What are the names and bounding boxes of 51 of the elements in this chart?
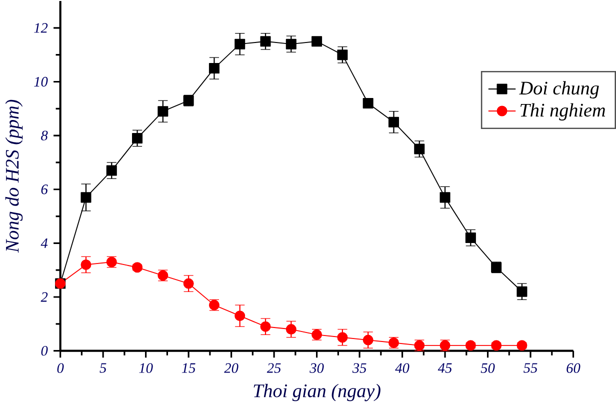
- x-axis-title: Thoi gian (ngay): [254, 384, 380, 402]
- x-tick-label: 10: [139, 363, 153, 374]
- point: [260, 322, 271, 332]
- point: [183, 278, 194, 290]
- point: [80, 192, 92, 203]
- point: [516, 286, 528, 298]
- y-tick-label: 2: [40, 292, 48, 302]
- point: [80, 260, 92, 270]
- x-tick-label: 25: [266, 363, 281, 374]
- point: [362, 98, 374, 109]
- x-tick-label: 50: [480, 363, 495, 374]
- point: [388, 117, 399, 128]
- point: [337, 332, 348, 343]
- y-tick-label: 4: [40, 238, 48, 248]
- y-tick-label: 12: [34, 23, 48, 33]
- point: [491, 340, 502, 351]
- point: [414, 144, 425, 154]
- x-tick-label: 60: [566, 363, 580, 374]
- x-tick-label: 30: [310, 363, 324, 374]
- point: [286, 39, 296, 50]
- y-axis-title: Nong do H2S (ppm): [5, 100, 23, 254]
- point: [132, 133, 143, 144]
- y-tick-label: 0: [41, 346, 48, 356]
- point: [286, 324, 296, 335]
- point: [362, 335, 374, 346]
- y-tick-label: 10: [34, 77, 48, 87]
- point: [260, 36, 271, 47]
- x-tick-label: 35: [352, 363, 366, 374]
- point: [465, 232, 476, 244]
- x-tick-label: 40: [395, 363, 410, 374]
- x-tick-label: 55: [524, 363, 538, 373]
- x-tick-label: 20: [224, 363, 238, 374]
- y-tick-label: 8: [41, 130, 48, 141]
- y-tick-label: 6: [41, 184, 48, 194]
- point: [106, 166, 117, 176]
- x-tick-label: 45: [438, 363, 452, 374]
- point: [234, 310, 246, 322]
- point: [516, 340, 528, 351]
- point: [234, 39, 246, 50]
- point: [465, 340, 476, 351]
- point: [208, 63, 220, 74]
- x-tick-label: 5: [100, 363, 106, 373]
- legend-label: Thi nghiem: [520, 103, 606, 121]
- legend-label: Doi chung: [519, 81, 599, 99]
- point: [158, 106, 168, 117]
- x-tick-label: 15: [182, 363, 196, 374]
- point: [132, 262, 143, 273]
- point: [440, 192, 450, 203]
- point: [337, 50, 348, 60]
- point: [312, 36, 322, 47]
- x-tick-label: 0: [57, 363, 64, 374]
